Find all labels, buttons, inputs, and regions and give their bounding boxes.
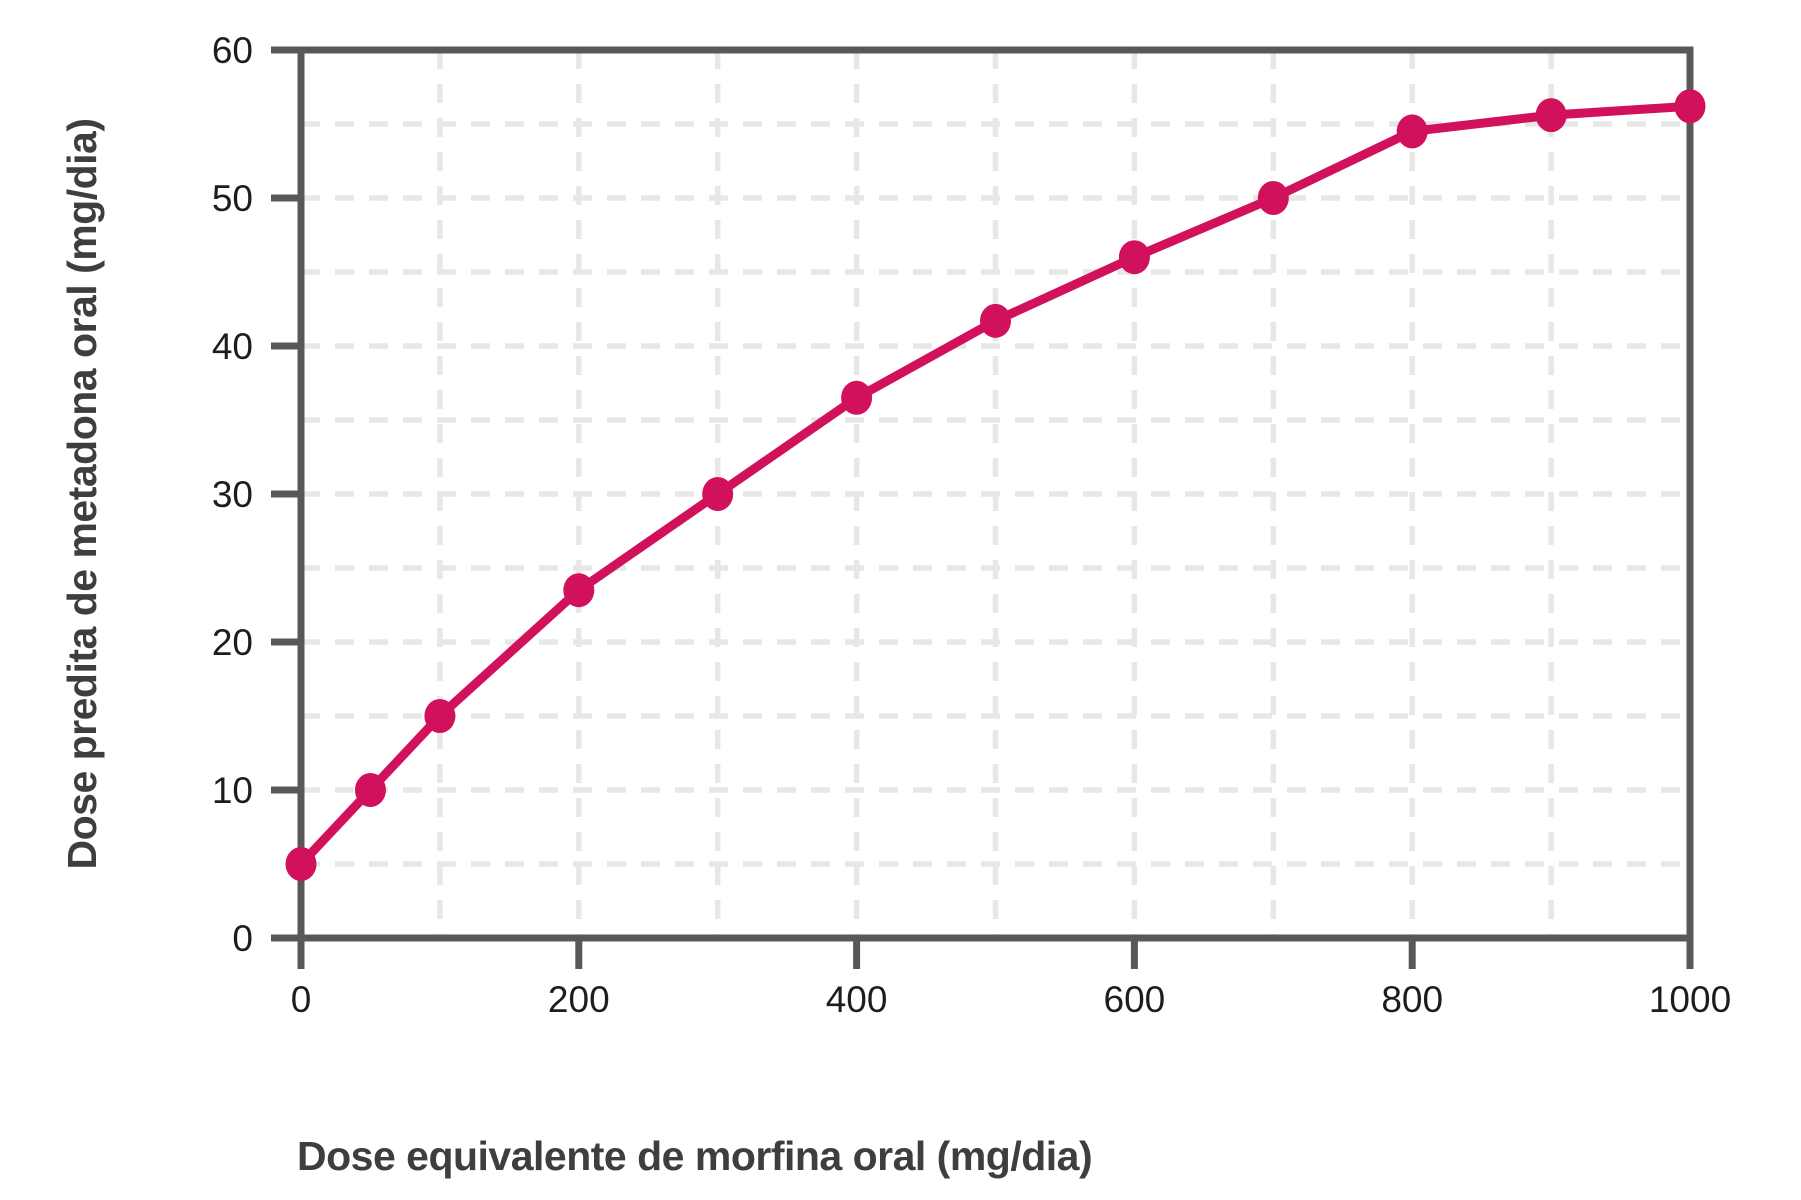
data-point-marker — [1118, 240, 1150, 275]
data-point-marker — [285, 847, 317, 881]
data-point-marker — [1674, 89, 1706, 124]
data-point-marker — [702, 477, 734, 511]
data-point-marker — [841, 380, 873, 415]
x-tick-label: 0 — [291, 979, 312, 1020]
x-tick-label: 600 — [1104, 979, 1166, 1020]
y-tick-label: 60 — [212, 30, 253, 71]
data-point-marker — [563, 573, 595, 608]
y-tick-label: 10 — [212, 770, 253, 811]
data-point-marker — [354, 773, 386, 807]
x-axis-title: Dose equivalente de morfina oral (mg/dia… — [297, 1133, 1092, 1179]
axis-ticks — [271, 46, 1694, 969]
data-point-marker — [980, 303, 1011, 338]
x-tick-labels: 0 200 400 600 800 1000 — [291, 979, 1731, 1020]
data-point-marker — [1396, 114, 1428, 149]
x-tick-label: 1000 — [1649, 979, 1731, 1020]
y-axis-title: Dose predita de metadona oral (mg/dia) — [59, 118, 105, 869]
y-tick-label: 30 — [212, 474, 253, 515]
x-tick-label: 200 — [548, 979, 610, 1020]
data-point-marker — [1535, 98, 1567, 133]
y-tick-labels: 0 10 20 30 40 50 60 — [212, 30, 253, 959]
data-point-marker — [1257, 181, 1289, 215]
y-tick-label: 50 — [212, 178, 253, 219]
y-tick-label: 20 — [212, 622, 253, 663]
gridlines — [301, 50, 1690, 938]
x-tick-label: 400 — [826, 979, 888, 1020]
y-tick-label: 40 — [212, 326, 253, 367]
y-tick-label: 0 — [232, 918, 253, 959]
x-tick-label: 800 — [1381, 979, 1443, 1020]
data-point-marker — [424, 699, 456, 733]
data-series — [285, 89, 1706, 881]
series-line — [296, 101, 1695, 869]
